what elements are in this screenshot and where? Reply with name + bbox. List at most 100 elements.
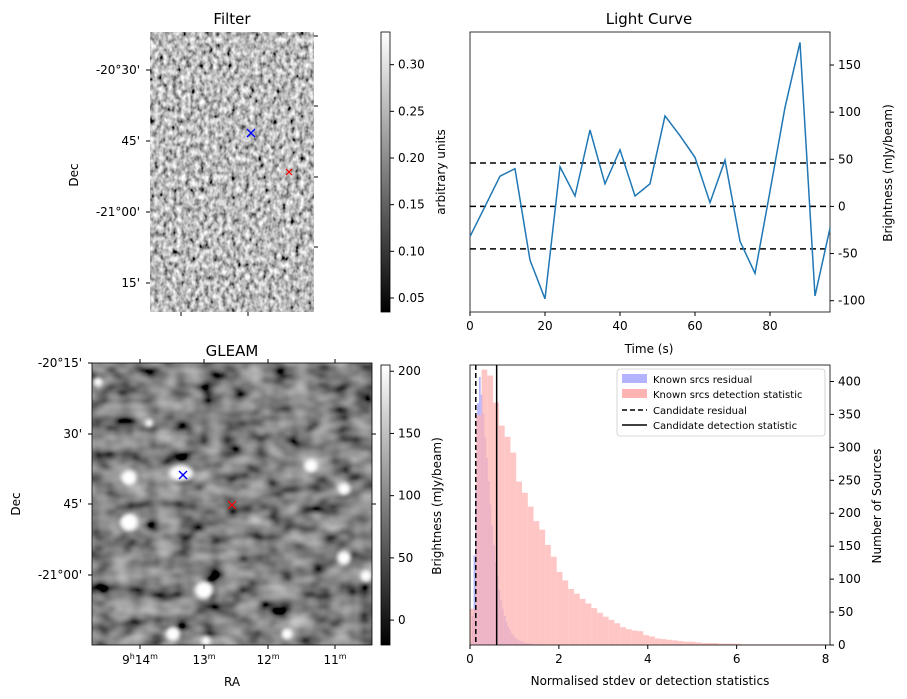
colorbar-tick-label: 150 <box>398 426 421 440</box>
gleam-reference-marker <box>227 500 237 510</box>
histogram-y-tick-label: 300 <box>838 440 861 454</box>
gleam-ylabel: Dec <box>9 492 23 515</box>
histogram-panel: 0 2 4 6 8 0 50 100 150 200 250 300 350 400 Normalise… <box>466 364 884 688</box>
legend-label-residual: Known srcs residual <box>653 375 752 386</box>
gleam-title: GLEAM <box>206 342 259 360</box>
histogram-bar <box>487 375 494 645</box>
gleam-source <box>121 470 137 486</box>
light-curve-ylabel: Brightness (mJy/beam) <box>881 104 895 242</box>
gleam-xlabel: RA <box>224 675 241 689</box>
gleam-ra-tick-3: 12m <box>256 652 279 667</box>
gleam-colorbar <box>380 364 391 646</box>
histogram-detection-bars <box>470 369 829 645</box>
gleam-panel: GLEAM <box>9 342 444 689</box>
filter-panel: Filter -20°30' 45' -21°00' 15' Dec 0.300… <box>67 10 448 316</box>
filter-colorbar <box>380 31 391 313</box>
histogram-bar <box>735 643 742 645</box>
light-curve-x-ticks: 0 20 40 60 80 <box>466 312 778 333</box>
light-curve-axes <box>469 31 831 313</box>
gleam-ra-tick-1: 9h14m <box>122 652 158 667</box>
legend-swatch-detection <box>622 389 647 398</box>
gleam-source <box>201 636 211 645</box>
histogram-bar <box>614 623 621 645</box>
filter-ylabel: Dec <box>67 163 81 186</box>
histogram-bar <box>724 643 730 645</box>
colorbar-tick-label: 200 <box>398 364 421 378</box>
light-curve-x-tick-label: 0 <box>466 319 474 333</box>
colorbar-tick-label: 50 <box>398 551 413 565</box>
histogram-bar <box>672 640 678 645</box>
filter-title: Filter <box>213 10 251 28</box>
histogram-bar <box>550 556 557 645</box>
histogram-bar <box>649 636 655 645</box>
light-curve-y-tick-label: -50 <box>838 247 858 261</box>
histogram-y-tick-label: 100 <box>838 572 861 586</box>
histogram-legend: Known srcs residual Known srcs detection… <box>616 368 826 437</box>
histogram-bar <box>579 598 586 645</box>
gleam-colorbar-label: Brightness (mJy/beam) <box>430 437 444 575</box>
light-curve-panel: Light Curve 0 20 40 60 80 -100 -50 0 50 100 150 T… <box>466 10 895 356</box>
gleam-source <box>145 419 153 427</box>
histogram-bar <box>666 639 673 645</box>
colorbar-tick-label: 0.30 <box>398 58 425 72</box>
light-curve-x-tick-label: 60 <box>687 319 702 333</box>
legend-frame <box>616 368 826 437</box>
histogram-bar <box>597 612 603 645</box>
gleam-dec-tick-4: -21°00' <box>38 568 82 582</box>
histogram-bar <box>643 635 650 645</box>
histogram-bar <box>678 641 684 645</box>
gleam-ra-tick-4: 11m <box>323 652 346 667</box>
light-curve-x-tick-label: 20 <box>537 319 552 333</box>
histogram-bar <box>706 643 713 645</box>
light-curve-series-line <box>469 42 831 300</box>
legend-label-candidate-detection: Candidate detection statistic <box>653 421 797 432</box>
histogram-y-tick-label: 50 <box>838 605 853 619</box>
histogram-y-tick-label: 150 <box>838 539 861 553</box>
histogram-bar <box>585 603 592 645</box>
histogram-bar <box>689 641 696 645</box>
histogram-y-tick-label: 0 <box>838 638 846 652</box>
histogram-bar <box>556 571 563 645</box>
histogram-bar <box>562 580 569 645</box>
histogram-bar <box>568 589 574 645</box>
histogram-x-tick-label: 4 <box>644 652 652 666</box>
legend-swatch-residual <box>622 374 647 383</box>
light-curve-y-tick-label: -100 <box>838 294 865 308</box>
histogram-bar <box>504 436 511 645</box>
gleam-dec-tick-3: 45' <box>63 497 82 511</box>
light-curve-y-tick-label: 100 <box>838 105 861 119</box>
filter-candidate-marker <box>246 128 256 138</box>
gleam-candidate-marker <box>178 470 188 480</box>
histogram-bar <box>470 608 476 645</box>
gleam-source <box>120 513 138 531</box>
histogram-bar <box>660 639 667 645</box>
histogram-bar <box>481 369 488 645</box>
filter-colorbar-ticks: 0.30 0.25 0.20 0.15 0.10 0.05 <box>390 58 425 305</box>
histogram-x-ticks: 0 2 4 6 8 <box>466 645 829 666</box>
gleam-noise-image <box>92 363 372 645</box>
filter-colorbar-label: arbitrary units <box>434 129 448 215</box>
histogram-xlabel: Normalised stdev or detection statistics <box>531 674 770 688</box>
histogram-bar <box>730 643 736 645</box>
histogram-bar <box>608 619 615 645</box>
histogram-y-tick-label: 350 <box>838 407 861 421</box>
histogram-x-tick-label: 6 <box>733 652 741 666</box>
colorbar-tick-label: 0.10 <box>398 244 425 258</box>
legend-label-detection: Known srcs detection statistic <box>653 390 802 401</box>
colorbar-tick-label: 0.20 <box>398 151 425 165</box>
histogram-bar <box>539 529 546 645</box>
histogram-bar <box>631 630 638 645</box>
histogram-bar <box>602 616 609 645</box>
histogram-bar <box>654 638 661 645</box>
light-curve-y-tick-label: 150 <box>838 58 861 72</box>
colorbar-tick-label: 0.05 <box>398 291 425 305</box>
histogram-bar <box>712 643 719 645</box>
histogram-bar <box>510 452 517 645</box>
histogram-bar <box>574 593 580 645</box>
filter-reference-marker <box>285 168 293 176</box>
histogram-bar <box>498 425 505 645</box>
filter-dec-tick-4: 15' <box>121 276 140 290</box>
histogram-bar <box>545 544 551 645</box>
light-curve-threshold-lines <box>470 162 830 250</box>
